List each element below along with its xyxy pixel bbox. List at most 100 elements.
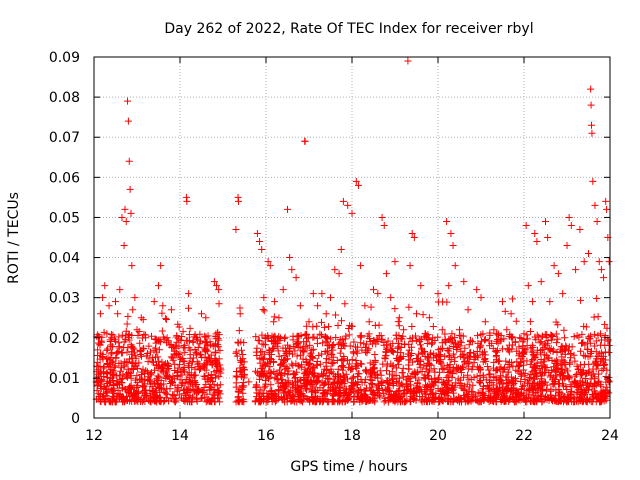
data-point (406, 262, 414, 270)
band-point (383, 362, 391, 370)
band-point (570, 378, 578, 386)
band-point (345, 360, 353, 368)
band-point (395, 356, 403, 364)
band-point (484, 362, 492, 370)
band-point (394, 318, 402, 326)
band-point (388, 375, 396, 383)
band-point (516, 361, 524, 369)
band-point (541, 394, 549, 402)
data-point (533, 238, 541, 246)
band-point (397, 344, 405, 352)
band-point (486, 376, 494, 384)
band-point (542, 333, 550, 341)
data-point (131, 294, 139, 302)
band-point (122, 385, 130, 393)
band-point (174, 335, 182, 343)
data-point (314, 302, 322, 310)
y-tick-label: 0.01 (49, 371, 80, 387)
band-point (405, 356, 413, 364)
band-point (593, 394, 601, 402)
band-point (402, 376, 410, 384)
band-point (543, 386, 551, 394)
band-point (162, 375, 170, 383)
band-point (409, 394, 417, 402)
band-point (289, 336, 297, 344)
band-point (196, 340, 204, 348)
band-point (353, 390, 361, 398)
band-point (364, 332, 372, 340)
band-point (403, 383, 411, 391)
band-point (592, 389, 600, 397)
band-point (548, 357, 556, 365)
band-point (432, 389, 440, 397)
band-point (502, 357, 510, 365)
band-point (529, 382, 537, 390)
band-point (362, 376, 370, 384)
band-point (453, 346, 461, 354)
data-point (464, 306, 472, 314)
band-point (438, 387, 446, 395)
y-tick-label: 0.05 (49, 210, 80, 226)
band-point (465, 387, 473, 395)
band-point (501, 364, 509, 372)
band-point (329, 370, 337, 378)
band-point (473, 372, 481, 380)
band-point (281, 370, 289, 378)
band-point (203, 375, 211, 383)
data-point (126, 185, 134, 193)
band-point (186, 398, 194, 406)
band-point (395, 360, 403, 368)
band-point (284, 371, 292, 379)
band-point (538, 370, 546, 378)
band-point (239, 398, 247, 406)
data-point (279, 286, 287, 294)
band-point (132, 362, 140, 370)
data-point (456, 326, 463, 334)
band-point (437, 345, 445, 353)
band-point (327, 335, 335, 343)
band-point (124, 373, 132, 381)
data-point (232, 225, 240, 233)
band-point (526, 373, 534, 381)
band-point (420, 374, 428, 382)
data-point (137, 314, 145, 322)
band-point (428, 397, 436, 405)
band-point (457, 339, 465, 347)
data-point (275, 314, 283, 322)
band-point (316, 398, 324, 406)
band-point (435, 394, 443, 402)
band-point (94, 346, 102, 354)
data-point (335, 270, 343, 278)
band-point (392, 377, 400, 385)
band-point (418, 344, 426, 352)
band-point (549, 346, 557, 354)
band-point (426, 366, 434, 374)
band-point (268, 336, 276, 344)
band-point (212, 333, 220, 341)
band-point (597, 341, 605, 349)
band-point (99, 368, 107, 376)
band-point (431, 368, 439, 376)
band-point (134, 332, 142, 340)
band-point (338, 317, 346, 325)
band-point (210, 381, 218, 389)
data-point (544, 234, 552, 241)
y-tick-label: 0.02 (49, 331, 80, 347)
band-point (473, 352, 481, 360)
band-point (413, 382, 421, 390)
band-point (208, 398, 216, 406)
band-point (313, 340, 321, 348)
data-point (361, 302, 369, 310)
band-point (470, 359, 478, 367)
band-point (539, 332, 547, 340)
band-point (266, 363, 274, 371)
band-point (358, 378, 366, 386)
data-point (217, 366, 225, 374)
x-tick-label: 14 (171, 428, 189, 444)
data-point (128, 262, 136, 270)
band-point (501, 385, 509, 393)
band-point (541, 363, 549, 371)
y-tick-label: 0.09 (49, 50, 80, 66)
band-point (397, 398, 405, 406)
data-point (370, 286, 377, 294)
